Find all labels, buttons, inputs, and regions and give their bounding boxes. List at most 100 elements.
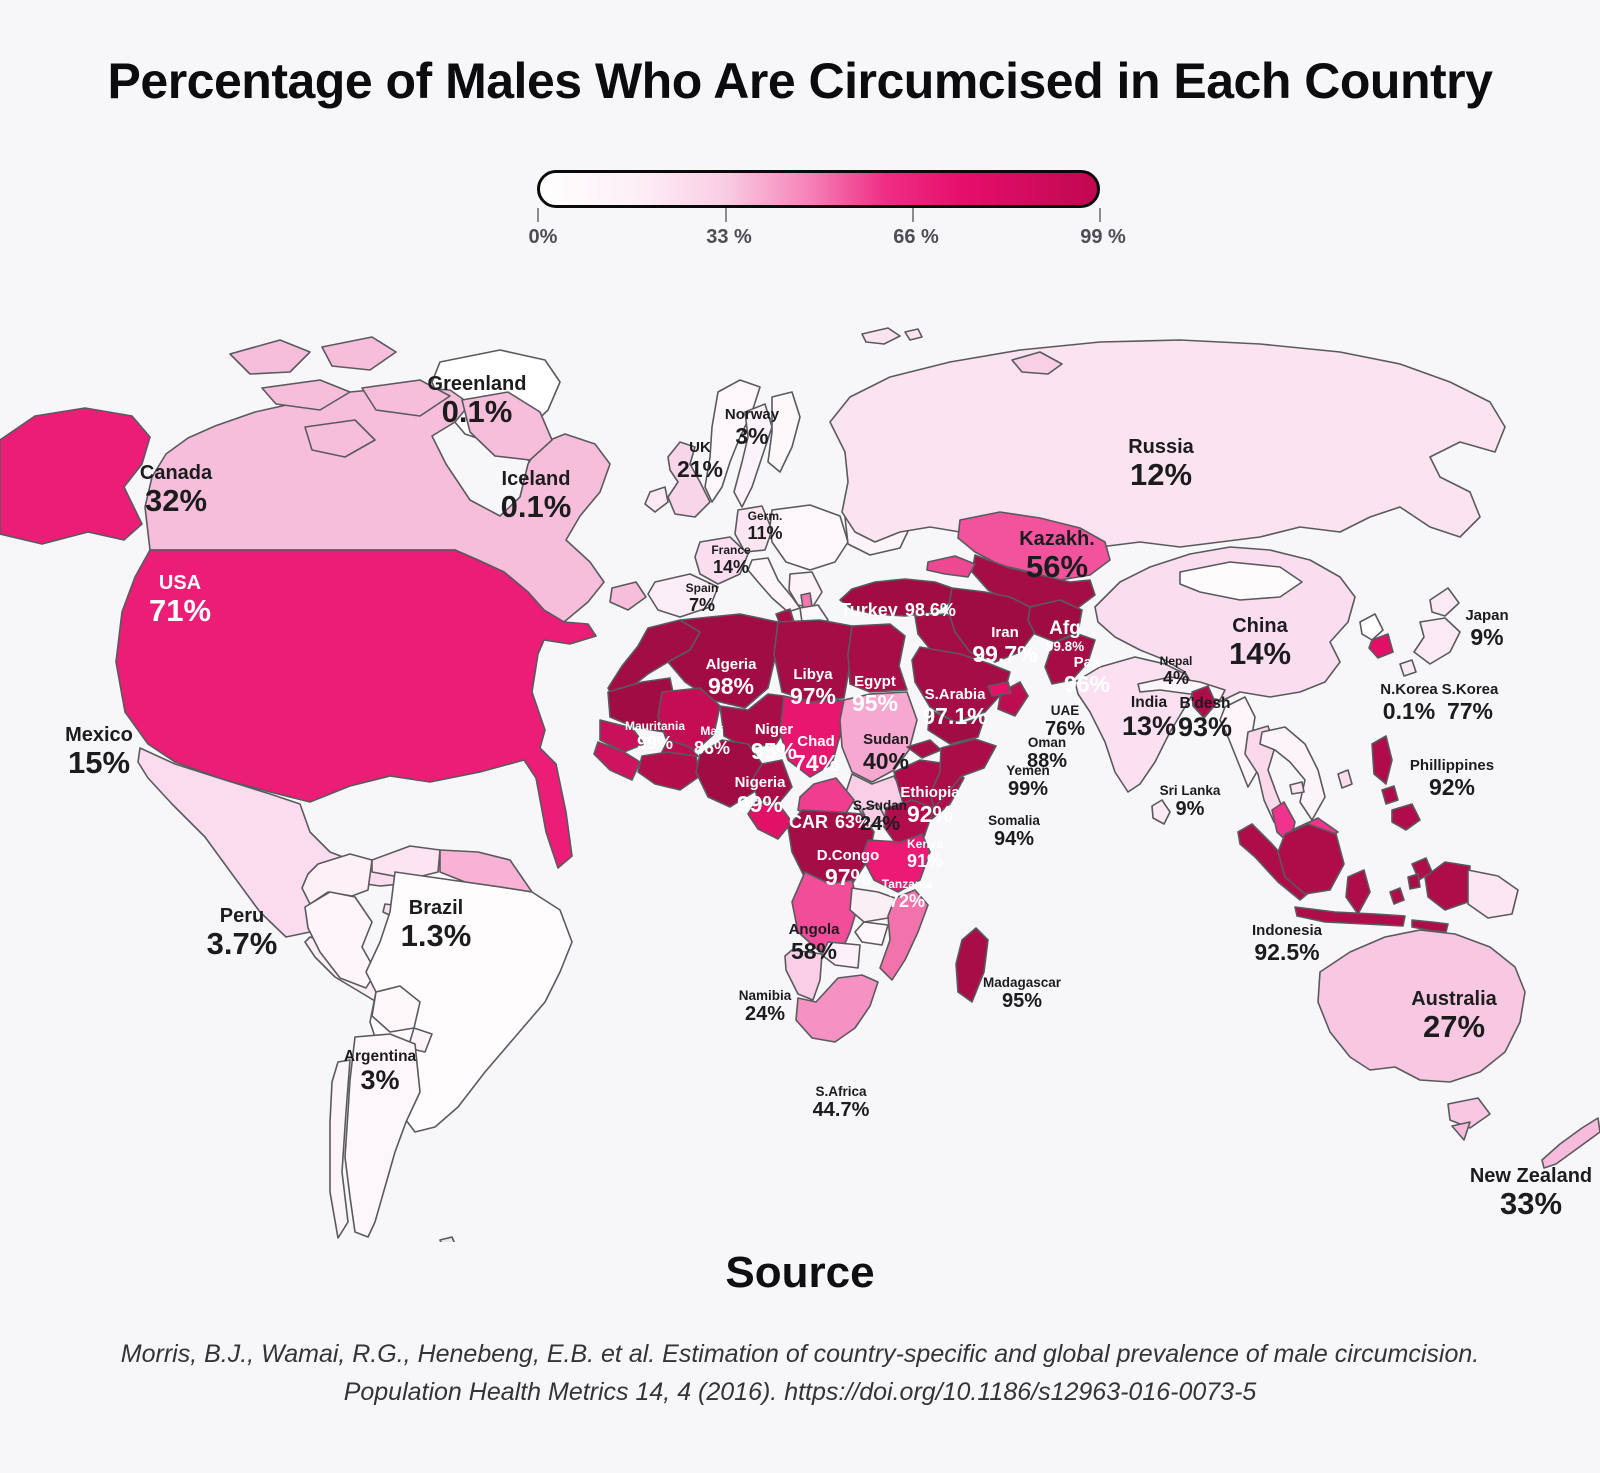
shape-germany [734, 505, 773, 553]
shape-svalbard-2 [904, 328, 923, 341]
shape-japan-hokkaido [1429, 587, 1460, 617]
shape-tanzania [861, 833, 931, 893]
shape-lesser-sunda [1411, 919, 1449, 933]
legend-tick-0 [537, 208, 539, 222]
shape-turkey [839, 578, 953, 617]
shape-nigeria [695, 739, 763, 808]
shape-canada-island-3 [261, 379, 351, 411]
shape-canada-baffin [461, 391, 553, 461]
shape-kazakhstan [957, 511, 1111, 581]
shape-svalbard-1 [861, 327, 901, 345]
shape-indochina [1259, 726, 1326, 821]
shape-west-new-guinea [1424, 861, 1471, 911]
shape-sudan [839, 691, 918, 783]
shape-canada-island-1 [229, 339, 311, 375]
shape-peru [304, 891, 377, 989]
shape-usa [115, 549, 597, 869]
source-citation: Morris, B.J., Wamai, R.G., Henebeng, E.B… [0, 1336, 1600, 1411]
shape-senegal [599, 719, 645, 753]
shape-central-asia [971, 554, 1096, 616]
shape-guinea [593, 741, 641, 781]
shape-moluccas [1389, 887, 1405, 905]
shape-borneo-indonesia [1277, 823, 1345, 895]
world-map [0, 327, 1600, 1242]
source-citation-line-1: Morris, B.J., Wamai, R.G., Henebeng, E.B… [120, 1340, 1480, 1368]
shape-gabon-congo [747, 801, 793, 840]
shape-spain [647, 573, 719, 618]
shape-namibia [784, 949, 823, 1001]
shape-ivory-ghana [637, 751, 701, 791]
legend-tick-label-66: 66 % [893, 226, 939, 248]
shape-ng-islands [1407, 873, 1421, 890]
shape-botswana [821, 941, 861, 969]
source-heading: Source [725, 1248, 875, 1297]
shape-philippines-luzon [1371, 735, 1393, 785]
shape-algeria [667, 613, 779, 709]
legend-tick-label-0: 0% [528, 226, 558, 248]
legend-tick-label-33: 33 % [706, 226, 752, 248]
shape-pakistan [1044, 633, 1096, 685]
shape-chad [779, 695, 845, 778]
shape-sri-lanka [1151, 799, 1171, 825]
shape-philippines-visayas [1381, 785, 1399, 805]
shape-argentina [344, 1033, 421, 1238]
shape-novaya-zemlya [1011, 351, 1063, 375]
shape-madagascar [955, 927, 989, 1003]
legend-tick-label-99: 99 % [1080, 226, 1126, 248]
shape-somalia [929, 738, 997, 809]
shape-newfoundland [609, 581, 647, 611]
shape-central-europe [769, 504, 849, 571]
shape-sulawesi [1345, 869, 1371, 915]
shape-japan-honshu [1413, 617, 1461, 665]
shape-alaska [0, 407, 151, 545]
legend-tick-66 [912, 208, 914, 222]
shape-eritrea [906, 739, 942, 759]
shape-canada-island-4 [361, 379, 451, 417]
shape-nz-north [1541, 1117, 1600, 1169]
shape-italy [747, 557, 801, 613]
shape-tasmania [1447, 1097, 1491, 1129]
shape-canada-victoria [304, 419, 376, 458]
shape-papua-new-guinea [1467, 869, 1519, 919]
legend-gradient-bar [537, 170, 1100, 208]
shape-south-korea [1368, 633, 1394, 659]
shape-north-korea [1359, 613, 1384, 641]
shape-india [1074, 656, 1196, 793]
shape-venezuela [371, 845, 441, 880]
shape-taiwan [1337, 769, 1353, 789]
source-citation-line-2: Population Health Metrics 14, 4 (2016). … [343, 1377, 1257, 1406]
shape-canada-island-2 [321, 336, 397, 371]
legend-tick-99 [1099, 208, 1101, 222]
shape-falklands [439, 1236, 456, 1242]
shape-japan-kyushu [1399, 659, 1417, 677]
shape-hainan [1289, 781, 1305, 795]
shape-south-africa [795, 974, 879, 1043]
shape-libya [773, 619, 853, 703]
shape-egypt [847, 623, 908, 693]
shape-nz-south [1451, 1121, 1471, 1141]
shape-mongolia [1179, 561, 1303, 601]
shape-chile [329, 1059, 351, 1239]
shape-ireland [644, 486, 669, 513]
shape-uk [667, 441, 711, 518]
shape-angola [791, 871, 859, 951]
shape-afghanistan [1027, 599, 1083, 643]
shape-myanmar [1219, 696, 1259, 788]
shape-yemen [927, 709, 986, 745]
shape-norway [704, 379, 761, 503]
page-title: Percentage of Males Who Are Circumcised … [107, 53, 1493, 109]
shape-australia [1317, 929, 1526, 1083]
shape-iran [947, 587, 1036, 663]
shape-bangladesh [1191, 685, 1217, 719]
shape-russia [829, 339, 1506, 561]
shape-mali [657, 687, 721, 755]
shape-caucasus [926, 555, 976, 578]
shape-zimbabwe [854, 921, 889, 946]
shape-finland [767, 391, 801, 473]
shape-mozambique [879, 889, 929, 981]
shape-uae [987, 681, 1012, 697]
legend-tick-33 [725, 208, 727, 222]
shape-cameroon [751, 759, 793, 805]
shape-france [694, 536, 749, 585]
